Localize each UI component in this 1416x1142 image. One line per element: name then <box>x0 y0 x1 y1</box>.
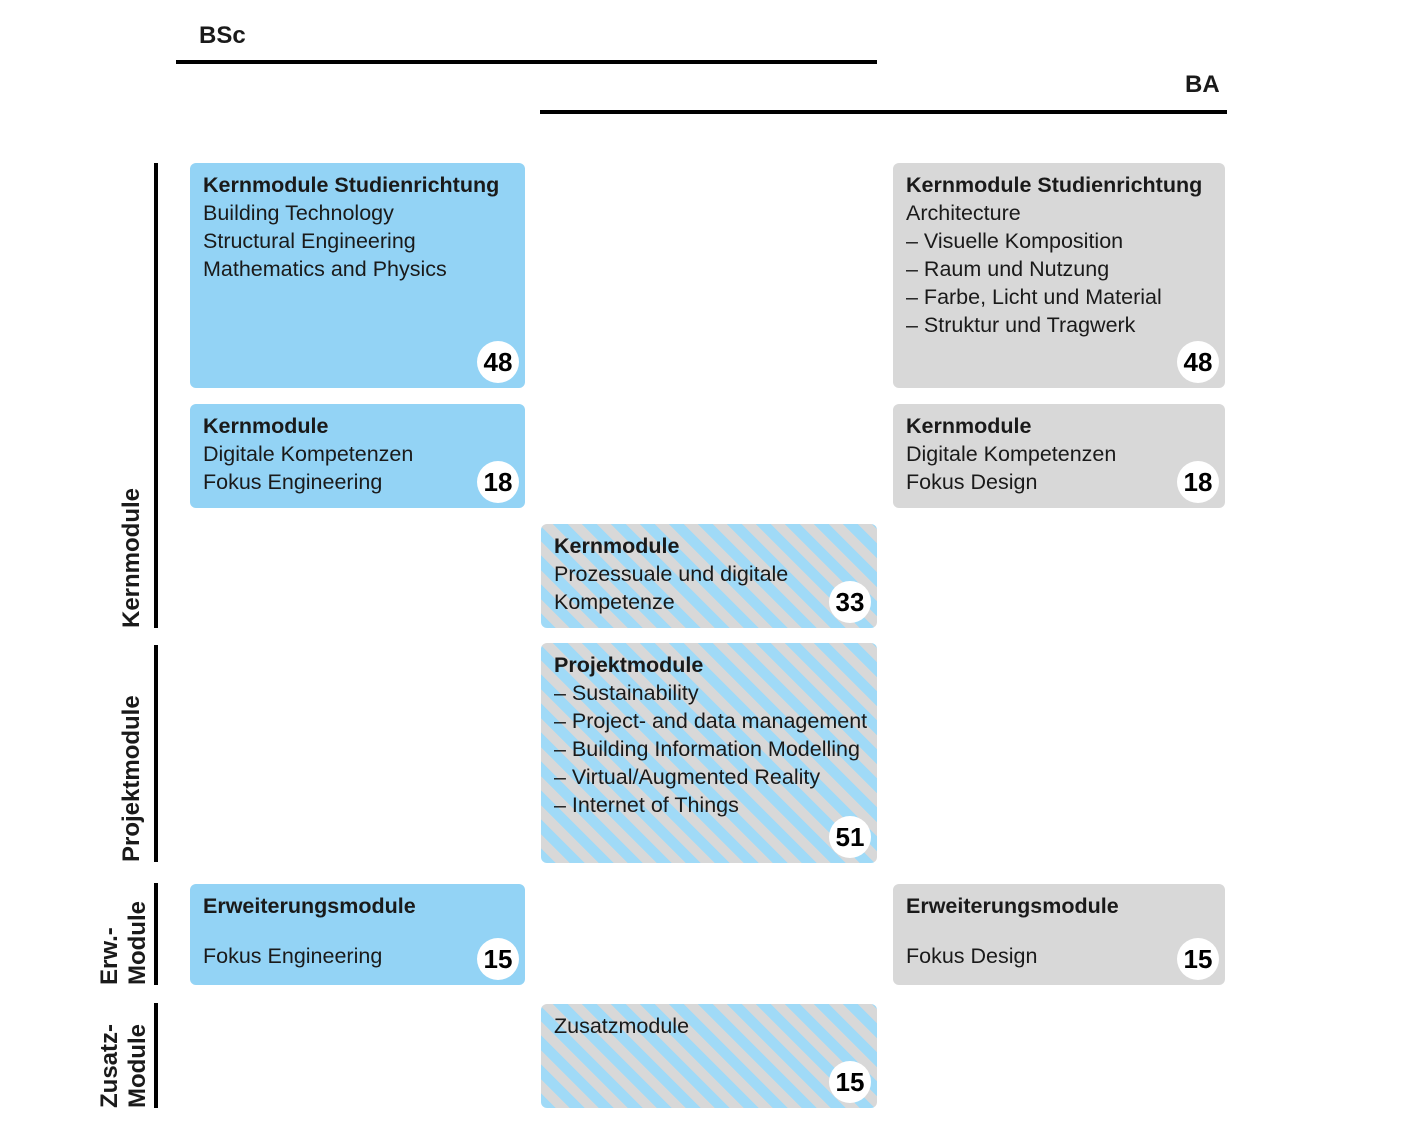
bsc-degree-label: BSc <box>199 22 246 49</box>
credits-badge: 18 <box>1177 461 1219 503</box>
projektmodule-section-line <box>154 645 158 862</box>
module-box-bsc-erweiterungsmodule: Erweiterungsmodule Fokus Engineering 15 <box>190 884 525 985</box>
box-line: Fokus Design <box>906 470 1038 494</box>
box-line: Kompetenze <box>554 590 675 614</box>
module-box-ba-erweiterungsmodule: Erweiterungsmodule Fokus Design 15 <box>893 884 1225 985</box>
box-line: – Sustainability <box>554 681 699 705</box>
zusatz-label-line2: Module <box>124 1024 151 1108</box>
kernmodule-section-line <box>154 163 158 628</box>
credits-badge: 15 <box>1177 938 1219 980</box>
module-box-ba-kernmodule: Kernmodule Digitale Kompetenzen Fokus De… <box>893 404 1225 508</box>
box-line: – Raum und Nutzung <box>906 257 1110 281</box>
erw-label-line2: Module <box>124 901 151 985</box>
credits-badge: 15 <box>829 1061 871 1103</box>
box-line: Fokus Engineering <box>203 944 383 968</box>
kernmodule-section-label: Kernmodule <box>118 487 145 628</box>
credits-badge: 18 <box>477 461 519 503</box>
ba-rule-line <box>540 110 1227 114</box>
box-title: Zusatzmodule <box>554 1014 690 1038</box>
zusatz-label-line1: Zusatz- <box>96 1024 123 1108</box>
box-line: – Virtual/Augmented Reality <box>554 765 821 789</box>
credits-badge: 33 <box>829 581 871 623</box>
bsc-rule-line <box>176 60 877 64</box>
module-box-bsc-kernmodule: Kernmodule Digitale Kompetenzen Fokus En… <box>190 404 525 508</box>
box-line: Mathematics and Physics <box>203 257 447 281</box>
box-title: Kernmodule Studienrichtung <box>906 173 1203 197</box>
credits-badge: 48 <box>1177 341 1219 383</box>
box-line: Fokus Engineering <box>203 470 383 494</box>
credits-badge: 15 <box>477 938 519 980</box>
zusatz-module-section-label: Zusatz- Module <box>96 1004 152 1108</box>
module-box-shared-projektmodule: Projektmodule – Sustainability – Project… <box>541 643 877 863</box>
box-title: Kernmodule <box>554 534 680 558</box>
box-line: Building Technology <box>203 201 394 225</box>
credits-badge: 51 <box>829 816 871 858</box>
ba-degree-label: BA <box>1185 71 1220 98</box>
box-line: Fokus Design <box>906 944 1038 968</box>
box-title: Projektmodule <box>554 653 704 677</box>
box-line: Digitale Kompetenzen <box>203 442 414 466</box>
zusatz-module-section-line <box>154 1003 158 1108</box>
box-line: Architecture <box>906 201 1021 225</box>
box-title: Erweiterungsmodule <box>203 894 416 918</box>
box-title: Erweiterungsmodule <box>906 894 1119 918</box>
module-box-shared-zusatzmodule: Zusatzmodule 15 <box>541 1004 877 1108</box>
box-line: Structural Engineering <box>203 229 416 253</box>
box-title: Kernmodule Studienrichtung <box>203 173 500 197</box>
erw-label-line1: Erw.- <box>96 927 123 985</box>
module-box-bsc-kernmodule-studienrichtung: Kernmodule Studienrichtung Building Tech… <box>190 163 525 388</box>
box-title: Kernmodule <box>906 414 1032 438</box>
box-line: – Visuelle Komposition <box>906 229 1124 253</box>
credits-badge: 48 <box>477 341 519 383</box>
box-line: – Internet of Things <box>554 793 739 817</box>
box-title: Kernmodule <box>203 414 329 438</box>
erw-module-section-label: Erw.- Module <box>96 883 152 985</box>
box-line: Prozessuale und digitale <box>554 562 789 586</box>
box-line: – Farbe, Licht und Material <box>906 285 1162 309</box>
box-line: – Project- and data management <box>554 709 868 733</box>
erw-module-section-line <box>154 883 158 985</box>
projektmodule-section-label: Projektmodule <box>118 695 145 862</box>
module-box-ba-kernmodule-studienrichtung: Kernmodule Studienrichtung Architecture … <box>893 163 1225 388</box>
box-line: – Struktur und Tragwerk <box>906 313 1136 337</box>
box-line: Digitale Kompetenzen <box>906 442 1117 466</box>
box-line: – Building Information Modelling <box>554 737 860 761</box>
module-box-shared-kernmodule: Kernmodule Prozessuale und digitale Komp… <box>541 524 877 628</box>
